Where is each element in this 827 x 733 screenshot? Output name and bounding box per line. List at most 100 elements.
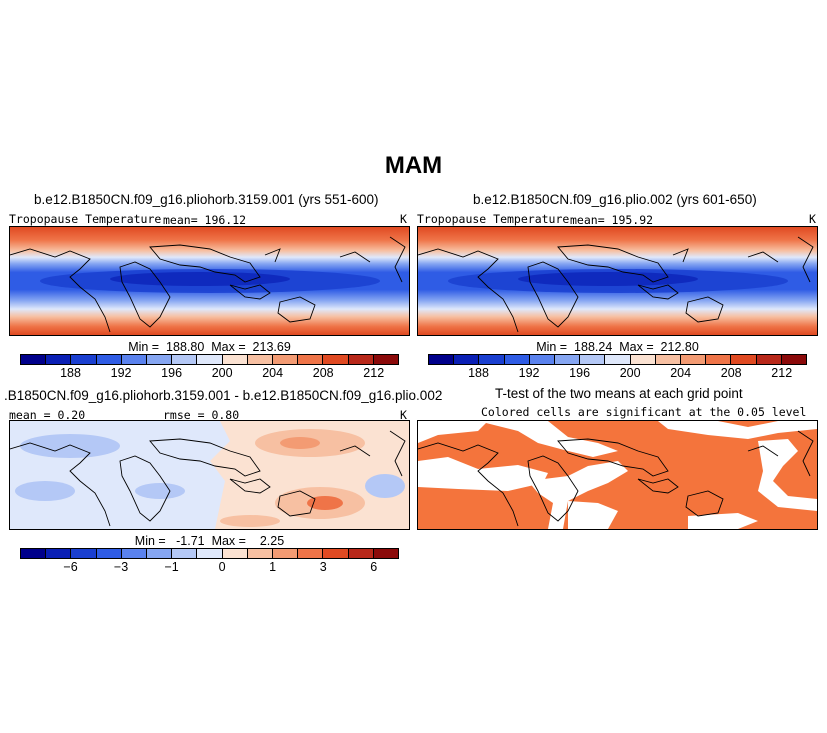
colorbar-swatch [273, 355, 299, 364]
colorbar-swatch [731, 355, 757, 364]
panel3-rmse: rmse = 0.80 [163, 408, 240, 422]
colorbar-swatch [71, 549, 97, 558]
colorbar-swatch [71, 355, 97, 364]
panel2-mean: mean= 195.92 [570, 213, 654, 227]
panel3-map [9, 420, 410, 530]
colorbar-tick-label: −3 [113, 560, 129, 574]
colorbar-swatch [373, 355, 399, 364]
colorbar-tick-label: 204 [262, 366, 284, 380]
colorbar-swatch [197, 549, 223, 558]
colorbar-swatch [681, 355, 707, 364]
colorbar-tick-label: 196 [569, 366, 591, 380]
colorbar-swatch [323, 549, 349, 558]
colorbar-swatch [172, 549, 198, 558]
panel1-units: K [400, 212, 407, 226]
colorbar-tick-label: 212 [771, 366, 793, 380]
panel2-variable: Tropopause Temperature [417, 212, 570, 226]
panel2-map [417, 226, 818, 336]
colorbar-swatch [121, 355, 148, 364]
colorbar-tick-label: 208 [312, 366, 334, 380]
colorbar-swatch [373, 549, 399, 558]
colorbar-swatch [580, 355, 606, 364]
panel3-mean: mean = 0.20 [9, 408, 86, 422]
panel4-map [417, 420, 818, 530]
panel2-units: K [809, 212, 816, 226]
panel1-colorbar-ticks: 188 192 196 200 204 208 212 [20, 366, 399, 382]
colorbar-swatch [197, 355, 223, 364]
colorbar-swatch [147, 549, 173, 558]
colorbar-swatch [756, 355, 782, 364]
colorbar-tick-label: 0 [218, 560, 226, 574]
panel1-map [9, 226, 410, 336]
panel2-field [418, 227, 817, 335]
colorbar-tick-label: 1 [269, 560, 277, 574]
colorbar-swatch [172, 355, 198, 364]
colorbar-swatch [529, 355, 556, 364]
panel3-colorbar [20, 548, 399, 559]
colorbar-swatch [298, 355, 324, 364]
colorbar-swatch [655, 355, 682, 364]
colorbar-swatch [429, 355, 455, 364]
figure-title: MAM [384, 152, 443, 179]
panel1-field [10, 227, 409, 335]
colorbar-tick-label: 3 [319, 560, 327, 574]
colorbar-swatch [348, 355, 374, 364]
coastline-icon [10, 236, 406, 333]
colorbar-swatch [21, 355, 47, 364]
colorbar-swatch [706, 355, 732, 364]
colorbar-tick-label: 200 [619, 366, 641, 380]
colorbar-tick-label: 192 [518, 366, 540, 380]
panel3-title: .B1850CN.f09_g16.pliohorb.3159.001 - b.e… [4, 388, 443, 403]
colorbar-swatch [46, 355, 72, 364]
colorbar-swatch [247, 549, 274, 558]
panel2-colorbar-ticks: 188 192 196 200 204 208 212 [428, 366, 807, 382]
colorbar-swatch [605, 355, 631, 364]
colorbar-swatch [21, 549, 47, 558]
colorbar-swatch [298, 549, 324, 558]
colorbar-tick-label: 188 [60, 366, 81, 380]
colorbar-swatch [96, 549, 122, 558]
panel4-title: T-test of the two means at each grid poi… [495, 386, 743, 401]
colorbar-swatch [504, 355, 530, 364]
colorbar-tick-label: −1 [164, 560, 179, 574]
colorbar-tick-label: 208 [720, 366, 742, 380]
panel2-colorbar [428, 354, 807, 365]
colorbar-swatch [247, 355, 274, 364]
colorbar-swatch [323, 355, 349, 364]
panel1-title: b.e12.B1850CN.f09_g16.pliohorb.3159.001 … [34, 192, 379, 207]
colorbar-swatch [479, 355, 505, 364]
colorbar-swatch [222, 549, 248, 558]
panel3-units: K [400, 408, 407, 422]
colorbar-tick-label: 204 [670, 366, 692, 380]
panel2-minmax: Min = 188.24 Max = 212.80 [536, 340, 699, 354]
coastline-icon [418, 236, 814, 333]
colorbar-tick-label: 212 [363, 366, 385, 380]
colorbar-swatch [348, 549, 374, 558]
colorbar-tick-label: 192 [110, 366, 132, 380]
colorbar-swatch [454, 355, 480, 364]
panel1-minmax: Min = 188.80 Max = 213.69 [128, 340, 291, 354]
colorbar-swatch [121, 549, 148, 558]
panel3-colorbar-ticks: −6 −3 −1 0 1 3 6 [20, 560, 399, 576]
colorbar-swatch [222, 355, 248, 364]
panel1-mean: mean= 196.12 [163, 213, 247, 227]
colorbar-swatch [781, 355, 807, 364]
panel3-field [10, 421, 409, 529]
panel4-subtitle: Colored cells are significant at the 0.0… [481, 405, 807, 419]
panel1-colorbar [20, 354, 399, 365]
colorbar-swatch [147, 355, 173, 364]
colorbar-tick-label: 188 [468, 366, 489, 380]
panel3-minmax: Min = -1.71 Max = 2.25 [134, 534, 285, 548]
coastline-icon [418, 430, 814, 527]
panel1-variable: Tropopause Temperature [9, 212, 162, 226]
colorbar-tick-label: 6 [370, 560, 378, 574]
colorbar-swatch [96, 355, 122, 364]
colorbar-swatch [555, 355, 581, 364]
panel4-field [418, 421, 817, 529]
colorbar-swatch [630, 355, 656, 364]
coastline-icon [10, 430, 406, 527]
colorbar-swatch [273, 549, 299, 558]
panel2-title: b.e12.B1850CN.f09_g16.plio.002 (yrs 601-… [473, 192, 757, 207]
colorbar-tick-label: −6 [63, 560, 78, 574]
colorbar-swatch [46, 549, 72, 558]
